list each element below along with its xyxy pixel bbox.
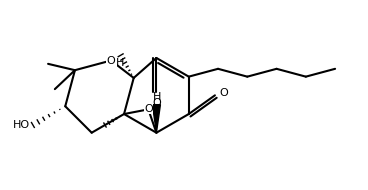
Text: O: O	[152, 98, 161, 108]
Text: H: H	[153, 92, 162, 102]
Text: O: O	[144, 104, 153, 114]
Text: H: H	[116, 58, 124, 68]
Text: O: O	[107, 55, 116, 66]
Text: O: O	[219, 88, 228, 98]
Text: HO: HO	[13, 120, 30, 130]
Polygon shape	[152, 105, 160, 133]
